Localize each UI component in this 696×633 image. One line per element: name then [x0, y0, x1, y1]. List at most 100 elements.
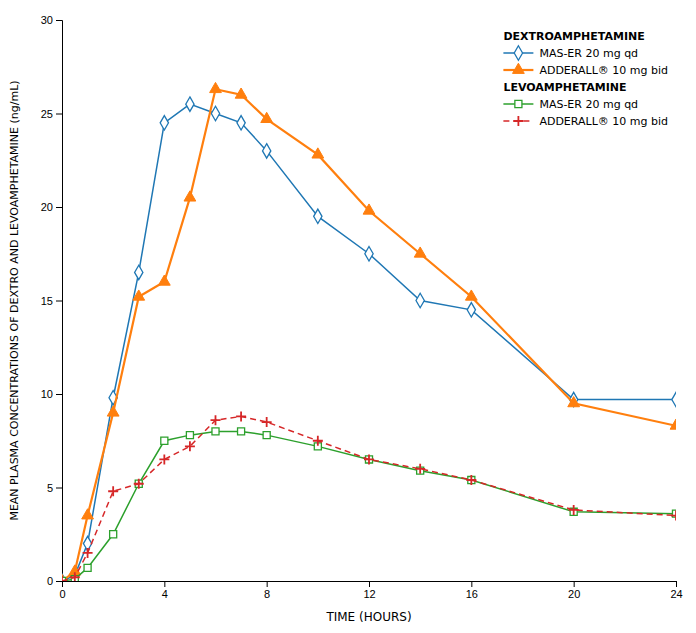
- legend-label: MAS-ER 20 mg qd: [539, 47, 638, 60]
- tick-mark: [56, 207, 62, 208]
- tick-mark: [471, 581, 472, 587]
- point: [414, 247, 426, 257]
- tick-label: 15: [41, 295, 53, 307]
- point: [158, 275, 170, 285]
- point: [467, 303, 475, 317]
- point: [364, 454, 374, 464]
- point: [465, 290, 477, 300]
- point: [184, 191, 196, 201]
- point: [365, 247, 373, 261]
- tick-label: 10: [41, 388, 53, 400]
- legend-item: MAS-ER 20 mg qd: [503, 46, 638, 60]
- series: [62, 411, 676, 581]
- series-line: [62, 431, 676, 581]
- point: [263, 432, 270, 439]
- tick: 20: [568, 581, 580, 600]
- point: [159, 454, 169, 464]
- series: [62, 82, 676, 581]
- point: [261, 112, 273, 122]
- tick-label: 20: [568, 588, 580, 600]
- y-axis-title: MEAN PLASMA CONCENTRATIONS OF DEXTRO AND…: [8, 80, 21, 520]
- series-line: [62, 104, 676, 581]
- legend-label: ADDERALL® 10 mg bid: [539, 64, 668, 77]
- point: [568, 397, 580, 407]
- tick: 30: [41, 14, 62, 26]
- tick-mark: [676, 581, 677, 587]
- point: [363, 204, 375, 214]
- point: [135, 265, 143, 279]
- tick: 10: [41, 388, 62, 400]
- tick: 25: [41, 108, 62, 120]
- tick-mark: [56, 488, 62, 489]
- tick: 16: [466, 581, 478, 600]
- point: [672, 392, 676, 406]
- axis-line: [56, 21, 63, 582]
- legend-item: MAS-ER 20 mg qd: [503, 98, 638, 111]
- point: [62, 576, 67, 581]
- point: [70, 572, 80, 581]
- point: [161, 437, 168, 444]
- legend-item: ADDERALL® 10 mg bid: [503, 63, 668, 77]
- tick-label: 0: [59, 588, 65, 600]
- point: [466, 475, 476, 485]
- point: [313, 436, 323, 446]
- tick-label: 20: [41, 201, 53, 213]
- tick: 0: [47, 575, 62, 587]
- point: [107, 406, 119, 416]
- series: [62, 97, 676, 581]
- point: [160, 116, 168, 130]
- tick-mark: [56, 114, 62, 115]
- point: [186, 97, 194, 111]
- legend-header: DEXTROAMPHETAMINE: [503, 30, 644, 43]
- y-axis: 0 5 10 15 20 25 30: [41, 14, 63, 587]
- tick-label: 8: [264, 588, 270, 600]
- tick: 15: [41, 295, 62, 307]
- point: [235, 88, 247, 98]
- tick-mark: [56, 20, 62, 21]
- tick-label: 0: [47, 575, 53, 587]
- legend-marker: [513, 116, 523, 126]
- point: [314, 209, 322, 223]
- tick-mark: [267, 581, 268, 587]
- tick-label: 24: [670, 588, 682, 600]
- point: [670, 419, 676, 429]
- tick-mark: [56, 394, 62, 395]
- tick: 5: [47, 482, 62, 494]
- x-axis-title: TIME (HOURS): [325, 610, 411, 624]
- point: [238, 428, 245, 435]
- point: [108, 486, 118, 496]
- tick: 0: [59, 581, 65, 600]
- point: [237, 116, 245, 130]
- point: [84, 564, 91, 571]
- point: [212, 428, 219, 435]
- point: [185, 441, 195, 451]
- series: [62, 428, 676, 581]
- marks: [62, 82, 676, 581]
- tick-mark: [369, 581, 370, 587]
- point: [186, 432, 193, 439]
- plot: 0 4 8 12 16 20 24 0 5 10 15 20 25 30 TIME (HOURS) MEAN …: [8, 14, 683, 624]
- tick: 20: [41, 201, 62, 213]
- point: [83, 548, 93, 558]
- tick-label: 12: [363, 588, 375, 600]
- point: [312, 148, 324, 158]
- axis-line: [63, 582, 677, 588]
- tick-label: 16: [466, 588, 478, 600]
- legend-marker: [513, 63, 525, 73]
- point: [210, 82, 222, 92]
- tick-mark: [574, 581, 575, 587]
- point: [211, 415, 221, 425]
- chart: 0 4 8 12 16 20 24 0 5 10 15 20 25 30 TIME (HOURS) MEAN …: [0, 0, 696, 633]
- point: [569, 505, 579, 515]
- point: [134, 479, 144, 489]
- point: [416, 293, 424, 307]
- point: [133, 290, 145, 300]
- point: [236, 411, 246, 421]
- point: [82, 509, 94, 519]
- tick: 4: [162, 581, 168, 600]
- legend: DEXTROAMPHETAMINE MAS-ER 20 mg qd ADDERALL…: [503, 30, 668, 128]
- x-axis: 0 4 8 12 16 20 24: [59, 581, 682, 600]
- tick-mark: [56, 301, 62, 302]
- point: [110, 531, 117, 538]
- series-line: [62, 416, 676, 581]
